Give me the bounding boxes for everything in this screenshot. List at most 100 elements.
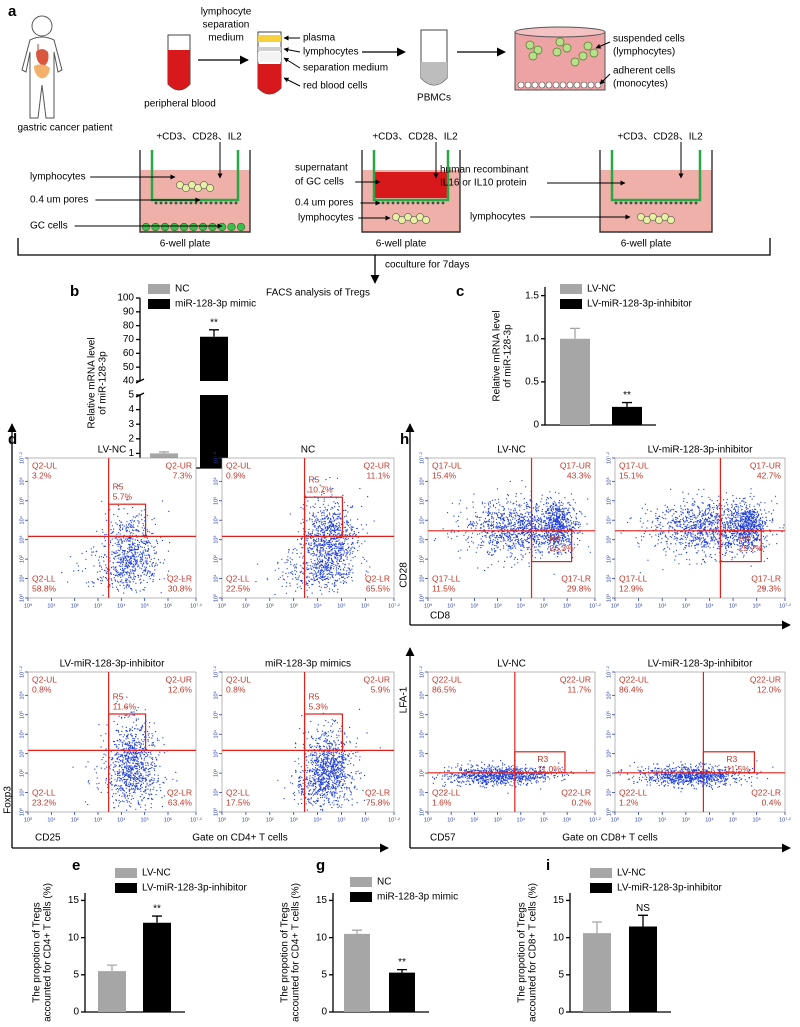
y-tick-label: 10³: [419, 536, 425, 544]
pore: [391, 201, 395, 205]
x-tick-label: 10¹: [242, 817, 250, 823]
y-axis-label: of miR-128-3p: [98, 351, 109, 415]
quadrant-name: Q22-UL: [619, 674, 649, 684]
gate-name: R5: [113, 691, 124, 701]
pore: [401, 201, 405, 205]
legend-label: NC: [175, 284, 189, 295]
quadrant-name: Q22-LL: [432, 787, 461, 797]
bar: [389, 972, 415, 1012]
quadrant-percent: 22.5%: [226, 583, 251, 593]
legend-swatch: [350, 892, 372, 902]
x-tick-label: 10⁴: [705, 816, 714, 823]
y-tick-label: 10¹: [419, 788, 425, 796]
gate-percent: 5.7%: [113, 491, 133, 501]
pore: [169, 201, 173, 205]
lymphocyte: [422, 216, 430, 224]
y-tick-label: 10⁴: [605, 729, 612, 738]
x-tick-label: 10¹: [447, 817, 455, 823]
quadrant-percent: 7.3%: [173, 470, 193, 480]
y-tick-label: 10³: [606, 536, 612, 544]
y-axis-label: The propotion of Tregs: [32, 902, 43, 1003]
cell-dots: [620, 488, 785, 589]
plot-title: LV-miR-128-3p-inhibitor: [60, 659, 166, 670]
quadrant-name: Q2-UL: [226, 460, 251, 470]
legend-swatch: [115, 868, 137, 878]
well-label: human recombinant: [440, 165, 529, 176]
pore: [649, 201, 653, 205]
quadrant-name: Q17-LL: [432, 573, 461, 583]
gate: [530, 530, 573, 563]
gc-cell: [179, 222, 189, 232]
error-bar: [638, 914, 648, 927]
well-label: of GC cells: [295, 177, 344, 188]
pore: [619, 201, 623, 205]
gc-cell: [236, 222, 246, 232]
quadrant-percent: 12.0%: [757, 684, 782, 694]
y-tick-label: 10⁷·²: [212, 452, 219, 464]
pore: [199, 201, 203, 205]
well: [139, 150, 251, 233]
x-tick-label: 10⁵: [337, 602, 345, 609]
x-tick-label: 10³: [290, 817, 298, 823]
y-tick-label: 1.0: [525, 333, 539, 344]
label: plasma: [303, 33, 336, 44]
gate-percent: 11.5%: [726, 764, 750, 774]
pore: [224, 201, 228, 205]
x-tick-label: 10³: [494, 603, 502, 609]
x-tick-label: 10²: [658, 817, 666, 823]
y-tick-label: 10²: [213, 769, 219, 777]
y-tick-label: 10⁶: [605, 691, 612, 699]
quadrant-percent: 0.4%: [762, 797, 782, 807]
y-tick-label: 10⁴: [605, 515, 612, 524]
y-tick-label: 10⁵: [18, 711, 25, 719]
gate-name: R5: [309, 474, 320, 484]
quadrant-name: Q2-UR: [166, 674, 192, 684]
y-axis-label: accounted for CD4+ T cells (%): [291, 883, 302, 1022]
quadrant-name: Q2-UL: [32, 674, 57, 684]
insert: [372, 150, 450, 202]
legend-label: miR-128-3p mimic: [175, 299, 256, 310]
legend-label: NC: [377, 877, 391, 888]
x-tick-label: 10⁷·²: [779, 602, 791, 609]
legend-swatch: [560, 299, 582, 309]
y-tick-label: 10⁷·²: [18, 452, 25, 464]
x-tick-label: 10¹: [47, 817, 55, 823]
y-tick-label: 10⁴: [18, 515, 25, 524]
y-tick-label: 10⁴: [418, 729, 425, 738]
x-tick-label: 10³: [682, 603, 690, 609]
gate-name: R4: [739, 533, 750, 543]
y-tick-label: 1.5: [525, 290, 539, 301]
legend-swatch: [590, 868, 612, 878]
quadrant-name: Q2-LL: [226, 573, 250, 583]
y-tick-label: 10⁷·²: [605, 452, 612, 464]
axis-label: CD28: [399, 562, 410, 588]
gc-cell: [141, 222, 151, 232]
bar: [200, 336, 228, 468]
label: (monocytes): [613, 79, 668, 90]
cell-dots: [433, 480, 591, 575]
pore: [204, 201, 208, 205]
quadrant-percent: 29.8%: [567, 583, 592, 593]
gc-cell: [160, 222, 170, 232]
error-bar: [152, 915, 162, 923]
pore: [214, 201, 218, 205]
gate: [108, 713, 147, 752]
well-label: supernatant: [295, 163, 348, 174]
axis-label: Gate on CD8+ T cells: [562, 833, 658, 844]
error-bar: [107, 964, 117, 972]
quadrant-percent: 11.5%: [432, 583, 456, 593]
pore: [189, 201, 193, 205]
label: adherent cells: [613, 66, 675, 77]
y-tick-label: 10: [68, 932, 80, 943]
axis-label: Foxp3: [3, 786, 14, 814]
x-tick-label: 10⁴: [313, 816, 322, 823]
plot-frame: [427, 457, 596, 599]
x-tick-label: 10¹: [242, 603, 250, 609]
pore: [396, 201, 400, 205]
bar: [629, 926, 657, 1012]
plot-frame: [27, 457, 197, 599]
y-tick-label: 10⁴: [212, 515, 219, 524]
legend-swatch: [350, 877, 372, 887]
x-tick-label: 10⁴: [313, 602, 322, 609]
y-tick-label: 10⁵: [18, 497, 25, 505]
